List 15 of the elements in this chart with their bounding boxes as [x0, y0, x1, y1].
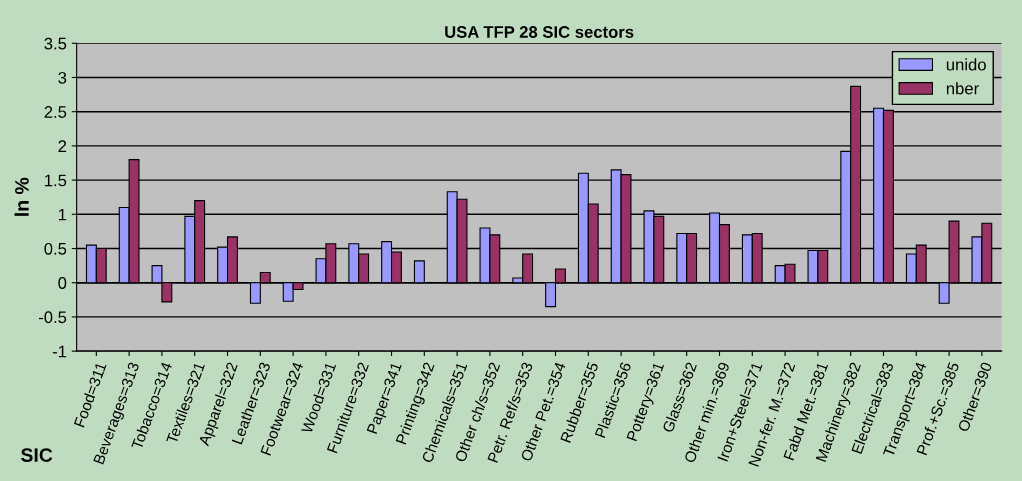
y-tick-label: 3.5 [44, 37, 67, 50]
y-tick-label: -1 [52, 345, 67, 358]
y-tick-label: 1.5 [45, 174, 67, 187]
legend-label: nber [946, 82, 979, 95]
y-tick-label: 1 [58, 208, 67, 221]
y-tick-label: 0 [58, 277, 67, 289]
chart-title: USA TFP 28 SIC sectors [445, 26, 634, 38]
y-tick-label: 3 [58, 71, 67, 84]
legend-label: unido [946, 58, 986, 71]
y-tick-label: 0.5 [44, 242, 67, 255]
y-tick-label: 2.5 [44, 106, 67, 118]
y-tick-label: 2 [58, 140, 67, 152]
y-axis-title: ln % [14, 177, 29, 216]
x-axis-title: SIC [21, 448, 53, 462]
y-tick-label: -0.5 [38, 311, 67, 324]
